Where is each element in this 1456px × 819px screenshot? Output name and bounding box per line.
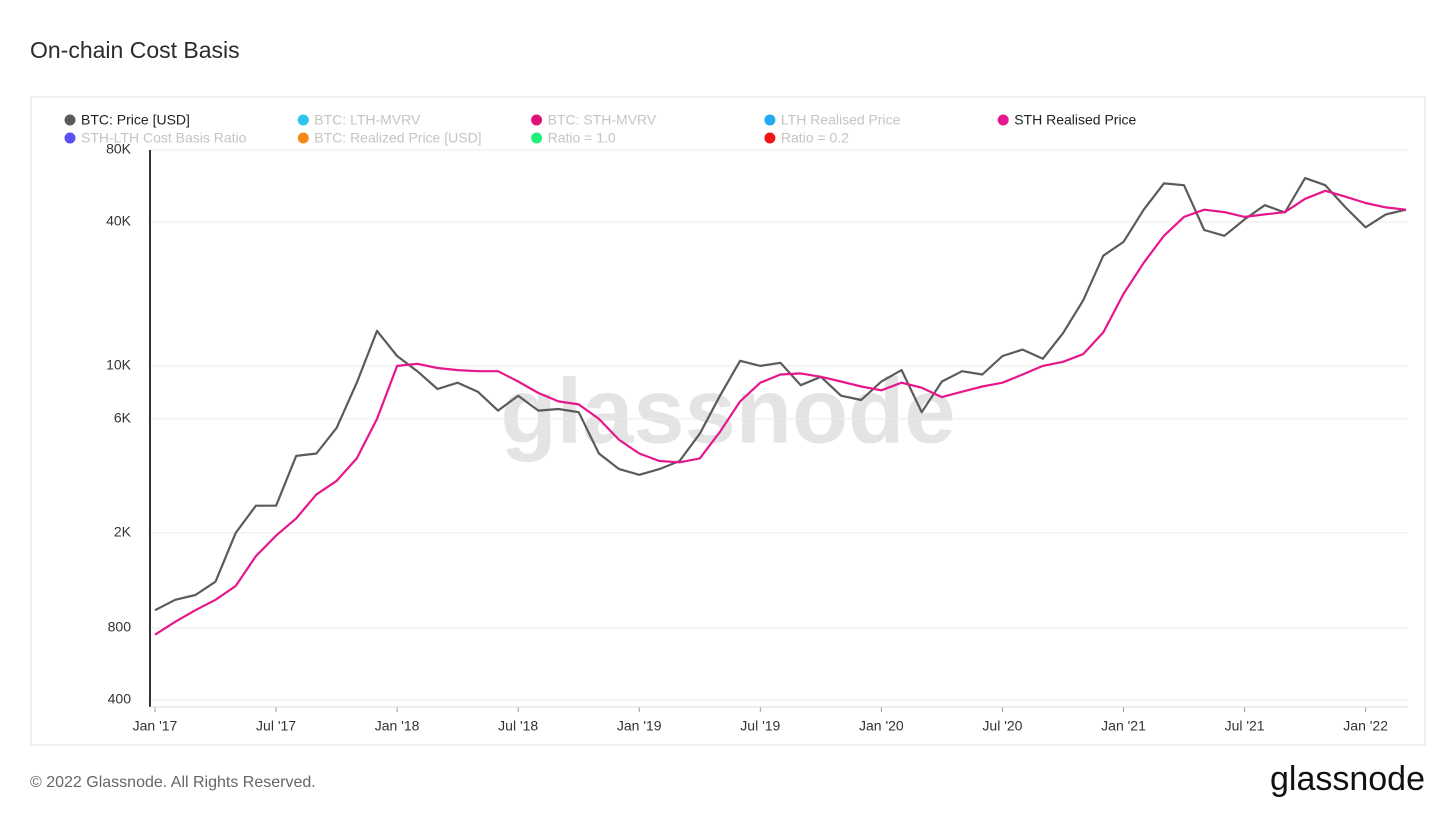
chart-title: On-chain Cost Basis [30,37,240,63]
y-tick-label: 80K [106,141,132,157]
x-tick-label: Jan '22 [1343,718,1388,734]
series-line [154,189,1407,636]
legend-marker [64,132,76,144]
legend-marker [64,114,76,126]
series-line [154,177,1407,612]
legend-marker [764,114,776,126]
legend-marker [297,132,309,144]
x-tick-label: Jan '18 [375,718,420,734]
legend-marker [764,132,776,144]
legend-label: BTC: Price [USD] [81,112,190,128]
legend-label: BTC: STH-MVRV [548,112,657,128]
y-tick-label: 6K [114,410,132,426]
legend-marker [531,132,543,144]
legend-label: Ratio = 0.2 [781,130,849,146]
y-tick-label: 2K [114,524,132,540]
x-tick-label: Jan '19 [617,718,662,734]
y-tick-label: 10K [106,357,132,373]
legend-marker [997,114,1009,126]
legend-marker [297,114,309,126]
x-tick-label: Jan '17 [133,718,178,734]
chart-frame [30,96,1426,746]
legend-label: STH-LTH Cost Basis Ratio [81,130,247,146]
logo: glassnode [1270,760,1425,798]
legend-label: BTC: Realized Price [USD] [314,130,481,146]
x-tick-label: Jul '21 [1225,718,1265,734]
x-tick-label: Jan '20 [859,718,904,734]
x-tick-label: Jul '18 [498,718,538,734]
legend-label: BTC: LTH-MVRV [314,112,421,128]
x-tick-label: Jul '17 [256,718,296,734]
y-tick-label: 800 [108,619,132,635]
legend-label: STH Realised Price [1014,112,1136,128]
legend-label: LTH Realised Price [781,112,901,128]
legend-marker [531,114,543,126]
x-tick-label: Jul '19 [740,718,780,734]
footer: © 2022 Glassnode. All Rights Reserved. [30,774,316,791]
y-tick-label: 40K [106,213,132,229]
x-tick-label: Jul '20 [982,718,1022,734]
x-tick-label: Jan '21 [1101,718,1146,734]
y-tick-label: 400 [108,691,132,707]
legend-label: Ratio = 1.0 [548,130,616,146]
